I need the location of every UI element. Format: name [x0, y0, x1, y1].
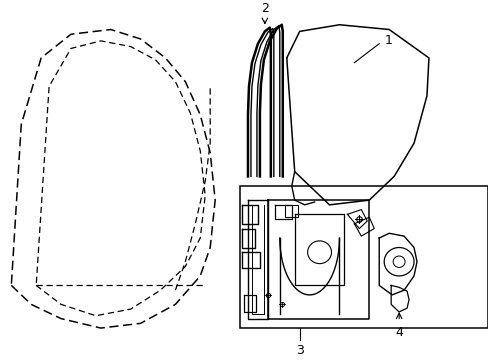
Text: 1: 1 — [384, 34, 391, 48]
Text: 4: 4 — [394, 326, 402, 339]
Bar — [240, 186, 487, 328]
Text: 3: 3 — [295, 344, 303, 357]
Text: 2: 2 — [261, 2, 268, 15]
